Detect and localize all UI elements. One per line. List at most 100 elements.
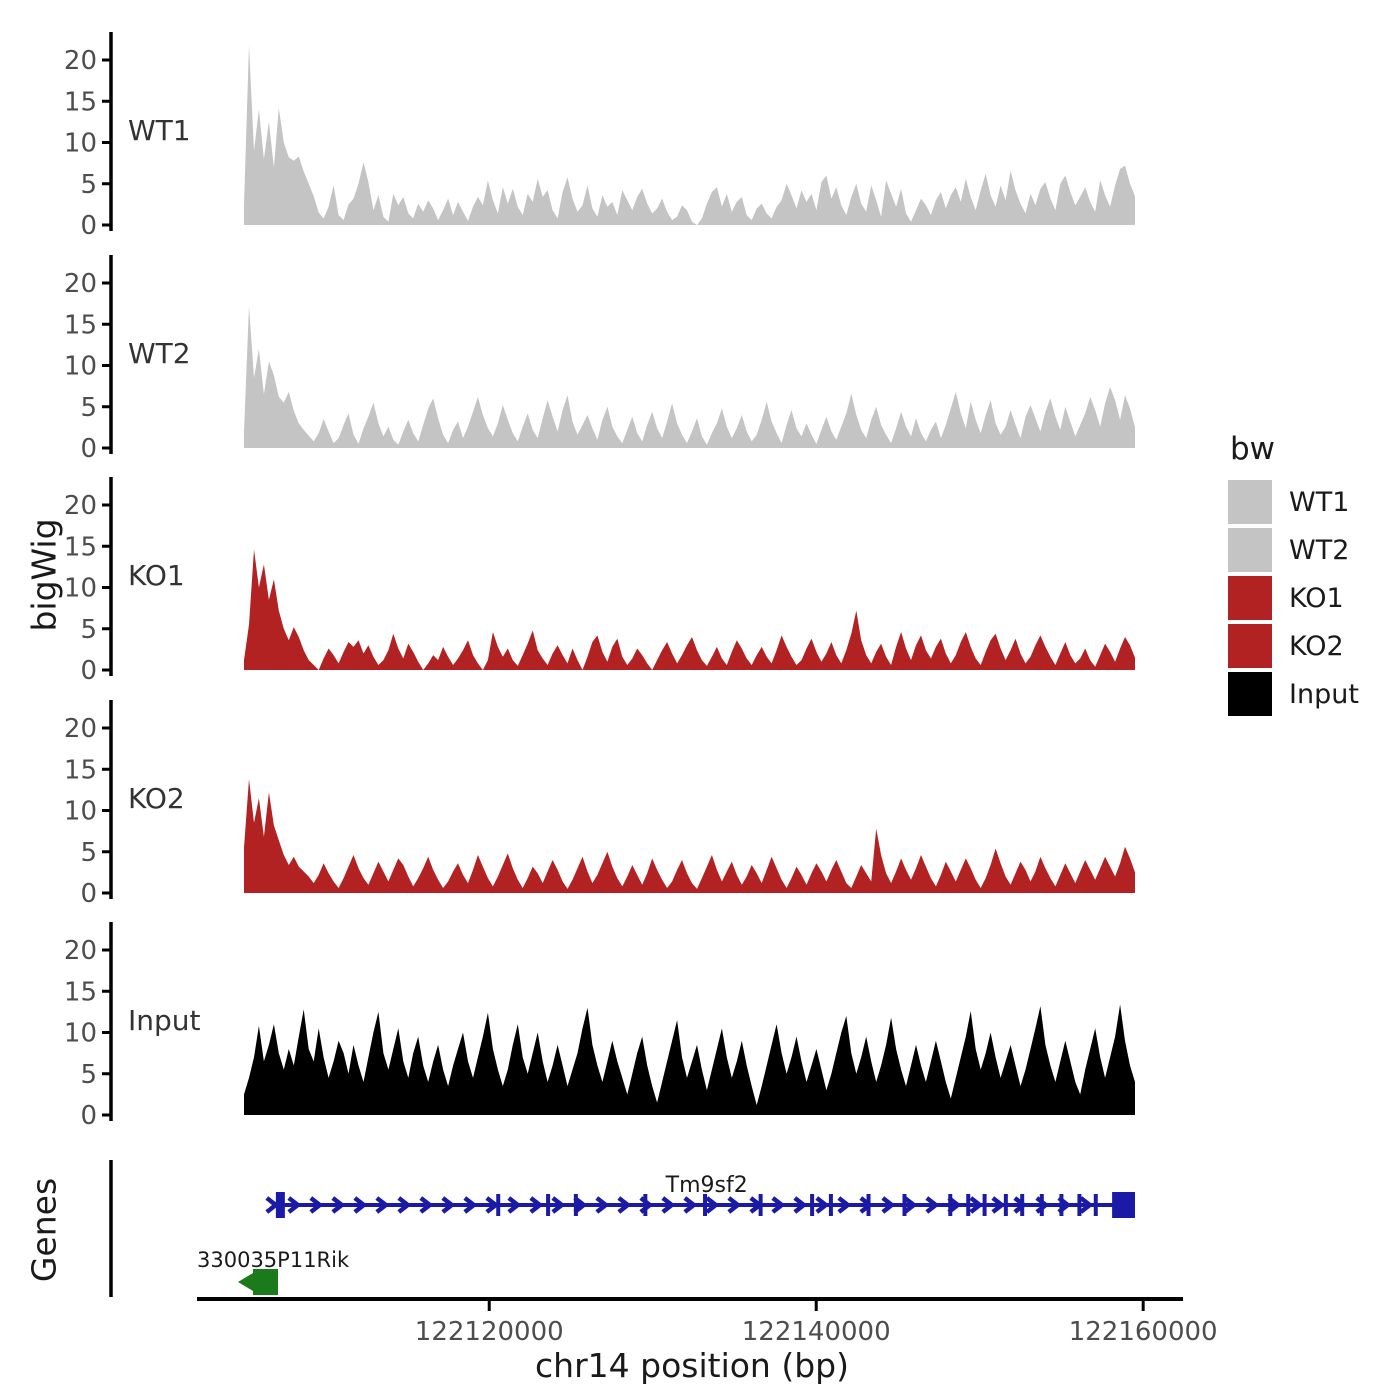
strand-arrow-right-icon xyxy=(419,1196,434,1214)
legend-item-KO2: KO2 xyxy=(1228,624,1359,668)
legend-item-WT1: WT1 xyxy=(1228,480,1359,524)
strand-arrow-right-icon xyxy=(925,1196,940,1214)
strand-arrow-right-icon xyxy=(1013,1196,1028,1214)
legend-items: WT1 WT2 KO1 KO2 Input xyxy=(1228,480,1359,716)
strand-arrow-right-icon xyxy=(1035,1196,1050,1214)
y-tick-label-KO1: 20 xyxy=(64,491,97,521)
legend-title: bw xyxy=(1230,431,1276,467)
strand-arrow-right-icon xyxy=(815,1196,830,1214)
strand-arrow-right-icon xyxy=(617,1196,632,1214)
strand-arrow-right-icon xyxy=(397,1196,412,1214)
coverage-area-WT2 xyxy=(244,306,1135,448)
track-label-KO1: KO1 xyxy=(128,559,185,592)
legend-item-KO1: KO1 xyxy=(1228,576,1359,620)
track-label-KO2: KO2 xyxy=(128,782,185,815)
legend-item-label: WT1 xyxy=(1289,486,1350,518)
strand-arrow-right-icon xyxy=(441,1196,456,1214)
track-label-Input: Input xyxy=(128,1004,201,1037)
legend-item-label: Input xyxy=(1289,678,1359,710)
legend-key-swatch xyxy=(1228,672,1272,716)
strand-arrow-right-icon xyxy=(573,1196,588,1214)
coverage-area-WT1 xyxy=(244,45,1135,226)
x-tick-label: 122120000 xyxy=(415,1317,564,1347)
strand-arrow-right-icon xyxy=(705,1196,720,1214)
strand-arrow-right-icon xyxy=(287,1196,302,1214)
strand-arrow-right-icon xyxy=(859,1196,874,1214)
legend-item-label: KO2 xyxy=(1289,630,1344,662)
y-tick-label-Input: 15 xyxy=(64,977,97,1007)
strand-arrow-right-icon xyxy=(595,1196,610,1214)
track-label-WT1: WT1 xyxy=(128,114,191,147)
strand-arrow-right-icon xyxy=(661,1196,676,1214)
y-tick-label-Input: 5 xyxy=(80,1060,97,1090)
legend-item-WT2: WT2 xyxy=(1228,528,1359,572)
strand-arrow-right-icon xyxy=(1079,1196,1094,1214)
strand-arrow-right-icon xyxy=(749,1196,764,1214)
x-tick-label: 122160000 xyxy=(1069,1317,1218,1347)
coverage-area-KO1 xyxy=(244,549,1135,670)
legend-item-label: WT2 xyxy=(1289,534,1350,566)
strand-arrow-right-icon xyxy=(463,1196,478,1214)
strand-arrow-right-icon xyxy=(727,1196,742,1214)
strand-arrow-right-icon xyxy=(793,1196,808,1214)
y-tick-label-KO1: 5 xyxy=(80,615,97,645)
coverage-area-KO2 xyxy=(244,779,1135,893)
y-tick-label-KO2: 15 xyxy=(64,755,97,785)
gene-exon-block-Tm9sf2 xyxy=(275,1192,285,1218)
strand-arrow-right-icon xyxy=(991,1196,1006,1214)
strand-arrow-right-icon xyxy=(881,1196,896,1214)
legend-key-swatch xyxy=(1228,624,1272,668)
y-tick-label-WT1: 10 xyxy=(64,129,97,159)
legend: bw WT1 WT2 KO1 KO2 Input xyxy=(1228,431,1359,720)
strand-arrow-right-icon xyxy=(771,1196,786,1214)
y-tick-label-Input: 20 xyxy=(64,936,97,966)
legend-key-swatch xyxy=(1228,528,1272,572)
y-tick-label-KO2: 0 xyxy=(80,879,97,909)
track-label-WT2: WT2 xyxy=(128,337,191,370)
strand-arrow-right-icon xyxy=(485,1196,500,1214)
strand-arrow-right-icon xyxy=(1057,1196,1072,1214)
strand-arrow-right-icon xyxy=(969,1196,984,1214)
y-tick-label-KO1: 15 xyxy=(64,532,97,562)
strand-arrow-right-icon xyxy=(683,1196,698,1214)
y-tick-label-WT1: 5 xyxy=(80,170,97,200)
y-tick-label-WT2: 15 xyxy=(64,310,97,340)
coverage-area-Input xyxy=(244,1004,1135,1115)
strand-arrow-right-icon xyxy=(375,1196,390,1214)
legend-key-swatch xyxy=(1228,480,1272,524)
strand-arrow-right-icon xyxy=(947,1196,962,1214)
strand-arrow-right-icon xyxy=(903,1196,918,1214)
y-axis-title-genes: Genes xyxy=(24,1177,64,1283)
strand-arrow-right-icon xyxy=(309,1196,324,1214)
legend-key-swatch xyxy=(1228,576,1272,620)
strand-arrow-right-icon xyxy=(529,1196,544,1214)
y-tick-label-KO1: 10 xyxy=(64,574,97,604)
strand-arrow-right-icon xyxy=(265,1196,280,1214)
strand-arrow-right-icon xyxy=(353,1196,368,1214)
strand-arrow-right-icon xyxy=(551,1196,566,1214)
y-tick-label-KO1: 0 xyxy=(80,656,97,686)
strand-arrow-right-icon xyxy=(331,1196,346,1214)
y-tick-label-KO2: 5 xyxy=(80,838,97,868)
y-tick-label-Input: 0 xyxy=(80,1101,97,1131)
gene-exon-block-Tm9sf2 xyxy=(1112,1192,1135,1218)
y-tick-label-Input: 10 xyxy=(64,1019,97,1049)
strand-arrow-right-icon xyxy=(837,1196,852,1214)
y-tick-label-WT2: 10 xyxy=(64,352,97,382)
strand-arrow-right-icon xyxy=(507,1196,522,1214)
x-axis-title: chr14 position (bp) xyxy=(535,1346,849,1385)
y-tick-label-WT1: 20 xyxy=(64,46,97,76)
gene-exon-block-330035P11Rik xyxy=(252,1269,279,1295)
y-tick-label-WT2: 20 xyxy=(64,269,97,299)
y-axis-title-bigwig: bigWig xyxy=(24,518,64,632)
legend-item-Input: Input xyxy=(1228,672,1359,716)
y-tick-label-KO2: 20 xyxy=(64,714,97,744)
strand-arrow-left-icon xyxy=(238,1273,253,1291)
y-tick-label-WT1: 0 xyxy=(80,211,97,241)
strand-arrow-right-icon xyxy=(639,1196,654,1214)
gene-label-330035P11Rik: 330035P11Rik xyxy=(197,1248,350,1272)
x-tick-label: 122140000 xyxy=(742,1317,891,1347)
y-tick-label-WT2: 5 xyxy=(80,393,97,423)
